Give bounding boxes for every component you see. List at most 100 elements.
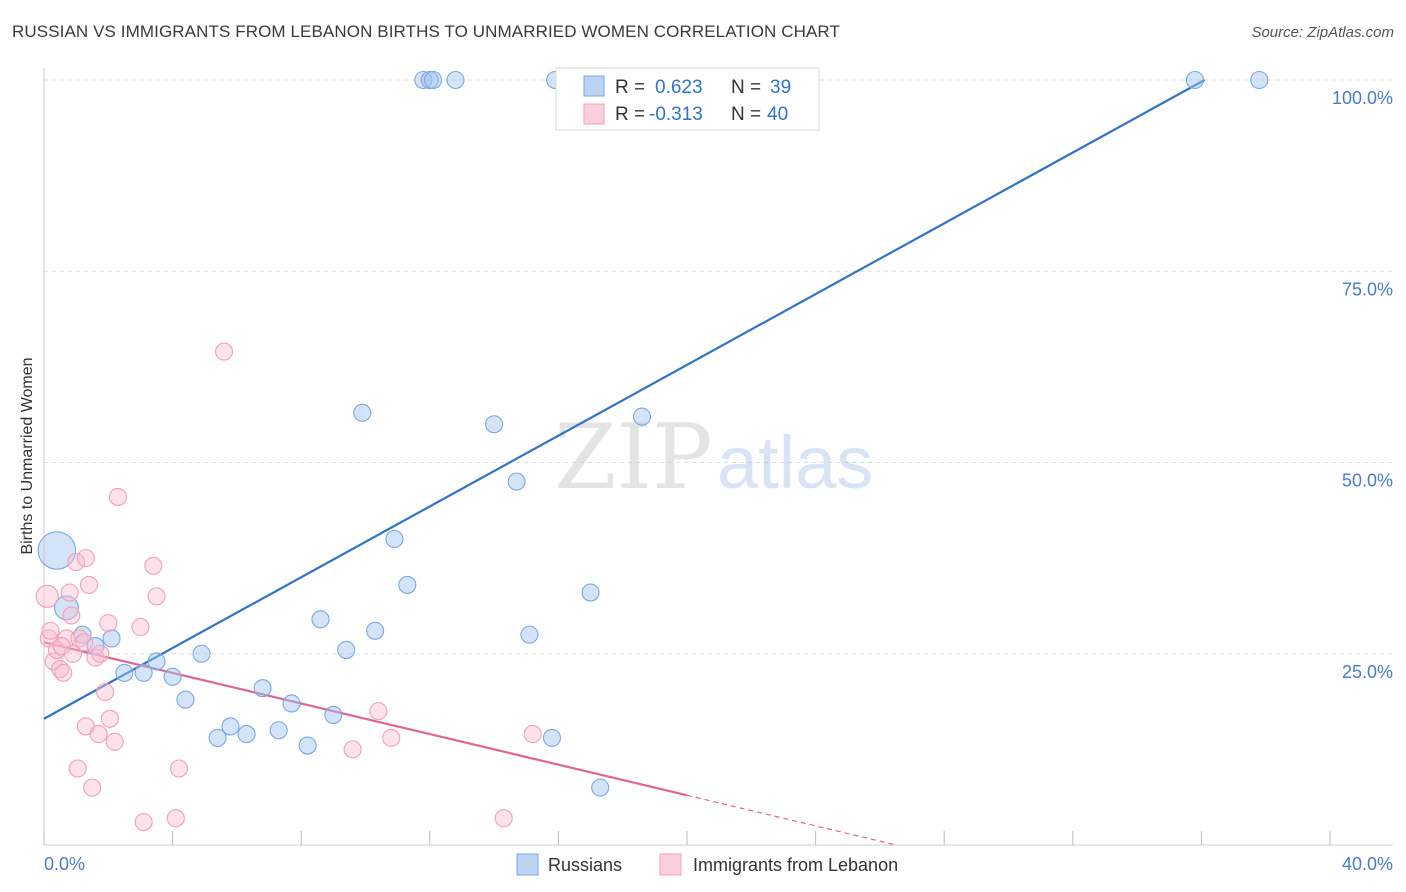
russians-r-label: R = — [615, 77, 645, 98]
russians-point-10 — [192, 644, 211, 663]
russians-point-31 — [520, 625, 539, 644]
y-tick-labels: 100.0% 75.0% 50.0% 25.0% — [1332, 88, 1393, 682]
watermark-zip: ZIP — [554, 405, 713, 510]
lebanon-point-32 — [214, 342, 234, 361]
lebanon-point-8 — [60, 583, 79, 602]
y-tick-label-3: 25.0% — [1342, 662, 1393, 682]
russians-point-9 — [176, 690, 195, 709]
russians-point-23 — [385, 529, 404, 549]
russians-point-34 — [581, 583, 600, 602]
lebanon-point-26 — [131, 617, 150, 637]
axes — [43, 68, 1393, 846]
lebanon-point-19 — [89, 725, 108, 744]
russians-point-22 — [366, 621, 385, 640]
gridlines — [44, 79, 1393, 655]
russians-point-35 — [591, 778, 610, 797]
russians-point-37 — [1185, 70, 1205, 90]
bottom-legend: Russians Immigrants from Lebanon — [516, 853, 898, 876]
lebanon-point-30 — [166, 809, 185, 828]
lebanon-point-14 — [76, 549, 95, 568]
russians-point-18 — [311, 610, 330, 629]
x-tick-labels: 0.0% 40.0% — [44, 854, 1393, 874]
russians-point-21 — [353, 403, 372, 422]
lebanon-point-34 — [369, 702, 388, 721]
lebanon-point-31 — [169, 759, 189, 778]
lebanon-n-value: 40 — [767, 104, 788, 125]
russians-point-27 — [423, 70, 443, 90]
russians-point-15 — [269, 721, 288, 740]
russians-point-8 — [163, 667, 182, 686]
legend-russians-label: Russians — [548, 855, 622, 875]
russians-point-19 — [324, 705, 343, 725]
lebanon-point-28 — [144, 556, 163, 575]
source-label: Source: ZipAtlas.com — [1251, 24, 1394, 41]
lebanon-r-value: -0.313 — [649, 104, 703, 125]
russians-n-value: 39 — [770, 77, 791, 98]
russians-point-0 — [37, 531, 77, 570]
russians-point-4 — [102, 629, 121, 648]
lebanon-point-12 — [68, 759, 87, 778]
lebanon-point-35 — [382, 728, 401, 747]
lebanon-point-38 — [52, 637, 71, 656]
russians-point-24 — [398, 575, 417, 594]
russians-point-32 — [542, 728, 562, 747]
watermark: ZIP atlas — [554, 405, 873, 510]
y-tick-label-2: 50.0% — [1342, 471, 1393, 491]
russians-r-value: 0.623 — [655, 77, 703, 98]
lebanon-point-29 — [147, 587, 166, 606]
lebanon-point-25 — [108, 487, 127, 506]
lebanon-point-36 — [494, 809, 513, 828]
watermark-atlas: atlas — [717, 421, 873, 504]
russians-point-25 — [414, 70, 433, 90]
lebanon-point-17 — [83, 778, 102, 797]
lebanon-point-2 — [41, 621, 60, 640]
lebanon-point-22 — [99, 614, 118, 633]
russians-point-6 — [134, 663, 153, 682]
russians-point-16 — [282, 694, 301, 713]
lebanon-n-label: N = — [731, 104, 761, 125]
y-tick-label-0: 100.0% — [1332, 88, 1393, 108]
lebanon-point-16 — [79, 575, 99, 594]
russians-point-17 — [298, 736, 317, 755]
legend-lebanon-label: Immigrants from Lebanon — [693, 855, 898, 875]
legend-russians-swatch — [516, 853, 539, 876]
chart-title: RUSSIAN VS IMMIGRANTS FROM LEBANON BIRTH… — [12, 22, 840, 41]
russians-point-12 — [221, 717, 240, 736]
lebanon-point-23 — [100, 709, 119, 728]
lebanon-point-33 — [343, 740, 362, 759]
lebanon-point-37 — [523, 725, 542, 744]
lebanon-point-0 — [35, 584, 59, 608]
x-tick-max: 40.0% — [1342, 854, 1393, 874]
russians-point-20 — [337, 640, 356, 659]
russians-point-38 — [1250, 70, 1269, 90]
x-tick-min: 0.0% — [44, 854, 85, 874]
legend-lebanon-swatch — [659, 853, 682, 876]
lebanon-point-27 — [134, 812, 153, 832]
russians-point-36 — [632, 407, 652, 426]
russians-point-11 — [208, 728, 227, 747]
russians-n-label: N = — [731, 77, 761, 98]
y-tick-label-1: 75.0% — [1342, 279, 1393, 299]
russians-swatch — [583, 75, 605, 97]
russians-point-13 — [237, 725, 256, 744]
lebanon-point-11 — [67, 552, 86, 572]
lebanon-point-21 — [96, 682, 115, 702]
lebanon-swatch — [583, 103, 605, 125]
lebanon-point-20 — [91, 644, 110, 663]
russians-point-29 — [485, 415, 504, 434]
russians-point-14 — [253, 679, 272, 698]
lebanon-point-6 — [54, 663, 73, 682]
lebanon-r-label: R = — [615, 104, 645, 125]
lebanon-trend-extension — [686, 794, 897, 846]
data-points — [35, 70, 1269, 832]
russians-trend-line — [43, 79, 1206, 720]
lebanon-point-39 — [75, 633, 94, 652]
lebanon-point-24 — [105, 732, 124, 751]
russians-point-30 — [507, 472, 526, 491]
russians-point-28 — [446, 70, 465, 90]
lebanon-point-9 — [62, 606, 81, 625]
russians-point-5 — [115, 663, 134, 682]
stats-legend: R = 0.623 N = 39 R = -0.313 N = 40 — [555, 67, 820, 131]
russians-point-7 — [147, 652, 166, 671]
